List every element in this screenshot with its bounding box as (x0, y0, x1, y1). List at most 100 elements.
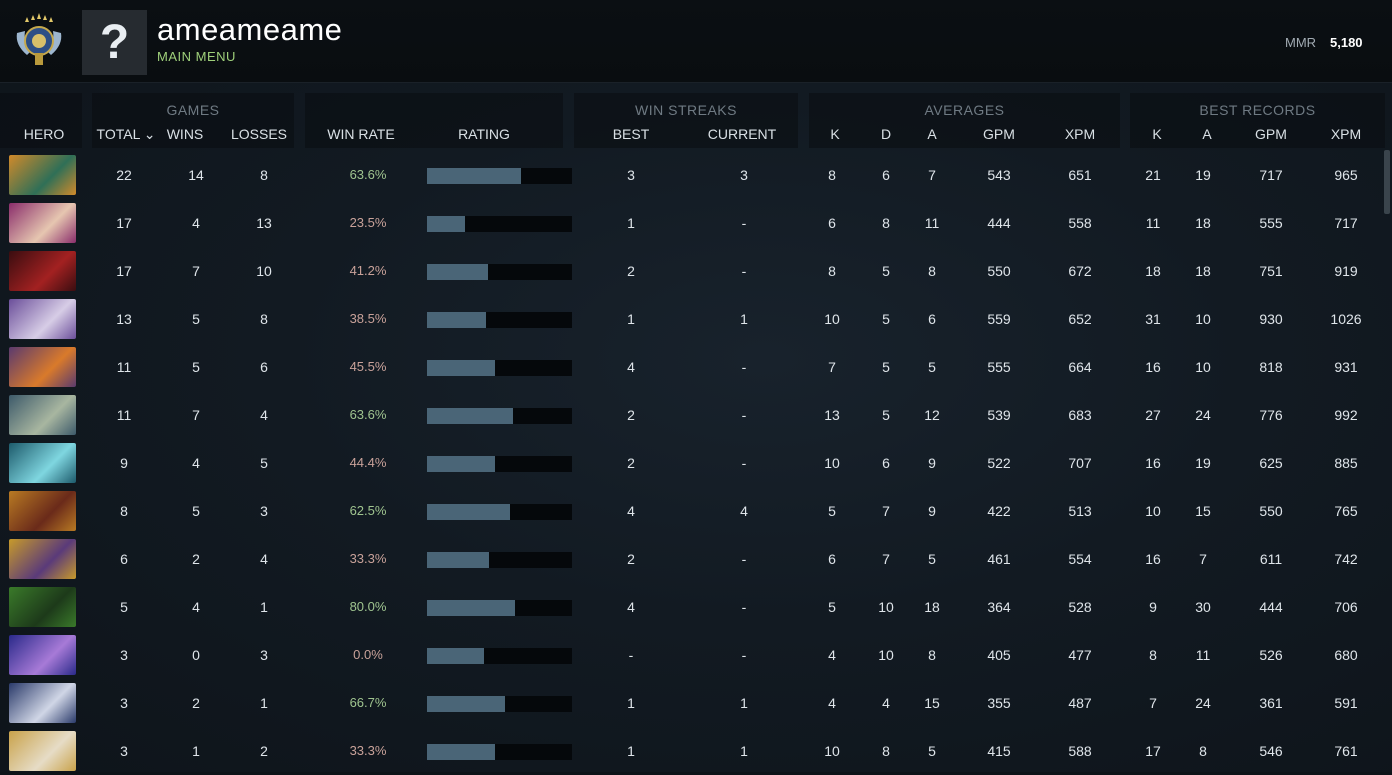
profile-header: ? ameameame MAIN MENU MMR 5,180 (0, 0, 1392, 83)
cell-best-kills: 9 (1149, 599, 1157, 615)
cell-avg-deaths: 5 (882, 407, 890, 423)
table-row[interactable]: 13 5 8 38.5% 1 1 10 5 6 559 652 31 10 930 1026 (0, 295, 1380, 343)
cell-losses: 8 (260, 311, 268, 327)
rating-bar (427, 552, 572, 568)
col-best-kills[interactable]: K (1152, 126, 1162, 142)
avatar-placeholder-glyph: ? (99, 16, 130, 69)
cell-best-assists: 7 (1199, 551, 1207, 567)
cell-total: 3 (120, 743, 128, 759)
table-row[interactable]: 3 2 1 66.7% 1 1 4 4 15 355 487 7 24 361 591 (0, 679, 1380, 727)
hero-portrait-icon[interactable] (9, 203, 76, 243)
cell-avg-gpm: 355 (987, 695, 1011, 711)
col-total-sort[interactable]: TOTAL ⌄ (96, 126, 156, 142)
main-menu-link[interactable]: MAIN MENU (157, 49, 236, 64)
hero-portrait-icon[interactable] (9, 155, 76, 195)
cell-losses: 8 (260, 167, 268, 183)
cell-win-rate: 63.6% (349, 167, 387, 182)
cell-best-xpm: 761 (1334, 743, 1358, 759)
hero-portrait-icon[interactable] (9, 731, 76, 771)
cell-avg-xpm: 554 (1068, 551, 1092, 567)
cell-streak-best: 4 (627, 503, 635, 519)
table-scrollbar[interactable] (1384, 150, 1390, 214)
table-row[interactable]: 17 4 13 23.5% 1 - 6 8 11 444 558 11 18 555 717 (0, 199, 1380, 247)
games-group-label: GAMES (166, 102, 220, 118)
cell-best-gpm: 625 (1259, 455, 1283, 471)
col-best-xpm[interactable]: XPM (1330, 126, 1362, 142)
hero-portrait-icon[interactable] (9, 395, 76, 435)
cell-total: 9 (120, 455, 128, 471)
table-row[interactable]: 3 1 2 33.3% 1 1 10 8 5 415 588 17 8 546 761 (0, 727, 1380, 775)
cell-avg-gpm: 539 (987, 407, 1011, 423)
rating-bar-fill (427, 312, 486, 328)
table-row[interactable]: 3 0 3 0.0% - - 4 10 8 405 477 8 11 526 680 (0, 631, 1380, 679)
cell-streak-best: 1 (627, 695, 635, 711)
hero-portrait-icon[interactable] (9, 299, 76, 339)
col-best-assists[interactable]: A (1202, 126, 1212, 142)
hero-portrait-icon[interactable] (9, 251, 76, 291)
cell-wins: 7 (192, 407, 200, 423)
col-wins[interactable]: WINS (166, 126, 204, 142)
cell-best-kills: 7 (1149, 695, 1157, 711)
cell-best-xpm: 765 (1334, 503, 1358, 519)
col-hero[interactable]: HERO (23, 126, 65, 142)
cell-best-xpm: 591 (1334, 695, 1358, 711)
cell-avg-deaths: 10 (878, 647, 894, 663)
table-row[interactable]: 17 7 10 41.2% 2 - 8 5 8 550 672 18 18 751 919 (0, 247, 1380, 295)
cell-avg-kills: 7 (828, 359, 836, 375)
hero-portrait-icon[interactable] (9, 635, 76, 675)
cell-best-assists: 24 (1195, 407, 1211, 423)
col-avg-assists[interactable]: A (927, 126, 937, 142)
cell-losses: 1 (260, 695, 268, 711)
cell-losses: 2 (260, 743, 268, 759)
col-rating[interactable]: RATING (458, 126, 510, 142)
table-row[interactable]: 11 7 4 63.6% 2 - 13 5 12 539 683 27 24 776 992 (0, 391, 1380, 439)
cell-avg-kills: 5 (828, 599, 836, 615)
cell-streak-current: - (741, 455, 747, 471)
rating-bar-fill (427, 744, 495, 760)
cell-best-assists: 10 (1195, 359, 1211, 375)
col-streak-best[interactable]: BEST (612, 126, 650, 142)
cell-best-gpm: 361 (1259, 695, 1283, 711)
cell-streak-current: - (741, 599, 747, 615)
table-row[interactable]: 9 4 5 44.4% 2 - 10 6 9 522 707 16 19 625 885 (0, 439, 1380, 487)
cell-best-kills: 16 (1145, 551, 1161, 567)
col-win-rate[interactable]: WIN RATE (327, 126, 395, 142)
rating-bar (427, 312, 572, 328)
col-losses[interactable]: LOSSES (230, 126, 288, 142)
hero-portrait-icon[interactable] (9, 443, 76, 483)
col-avg-deaths[interactable]: D (880, 126, 892, 142)
col-streak-current[interactable]: CURRENT (707, 126, 777, 142)
cell-streak-current: - (741, 215, 747, 231)
col-avg-gpm[interactable]: GPM (983, 126, 1015, 142)
table-row[interactable]: 5 4 1 80.0% 4 - 5 10 18 364 528 9 30 444 706 (0, 583, 1380, 631)
cell-avg-deaths: 8 (882, 743, 890, 759)
cell-best-assists: 30 (1195, 599, 1211, 615)
cell-best-gpm: 550 (1259, 503, 1283, 519)
cell-avg-deaths: 4 (882, 695, 890, 711)
table-row[interactable]: 11 5 6 45.5% 4-7 5 5 555 664 16 10 818 931 (0, 343, 1380, 391)
cell-streak-best: 2 (627, 551, 635, 567)
hero-portrait-icon[interactable] (9, 539, 76, 579)
col-avg-xpm[interactable]: XPM (1064, 126, 1096, 142)
cell-losses: 5 (260, 455, 268, 471)
cell-avg-xpm: 588 (1068, 743, 1092, 759)
cell-avg-assists: 18 (924, 599, 940, 615)
hero-portrait-icon[interactable] (9, 683, 76, 723)
player-avatar[interactable]: ? (82, 10, 147, 75)
cell-best-xpm: 680 (1334, 647, 1358, 663)
table-row[interactable]: 8 5 3 62.5% 4 4 5 7 9 422 513 10 15 550 765 (0, 487, 1380, 535)
cell-streak-best: 2 (627, 263, 635, 279)
cell-best-assists: 8 (1199, 743, 1207, 759)
table-row[interactable]: 22 14 8 63.6% 3 3 8 6 7 543 651 21 19 717 965 (0, 151, 1380, 199)
hero-portrait-icon[interactable] (9, 491, 76, 531)
cell-best-kills: 16 (1145, 359, 1161, 375)
player-name[interactable]: ameameame (157, 12, 343, 47)
col-avg-kills[interactable]: K (830, 126, 840, 142)
cell-avg-gpm: 559 (987, 311, 1011, 327)
hero-portrait-icon[interactable] (9, 587, 76, 627)
col-best-gpm[interactable]: GPM (1255, 126, 1287, 142)
cell-avg-xpm: 477 (1068, 647, 1092, 663)
table-row[interactable]: 6 2 4 33.3% 2 - 6 7 5 461 554 16 7 611 742 (0, 535, 1380, 583)
hero-portrait-icon[interactable] (9, 347, 76, 387)
cell-best-kills: 16 (1145, 455, 1161, 471)
